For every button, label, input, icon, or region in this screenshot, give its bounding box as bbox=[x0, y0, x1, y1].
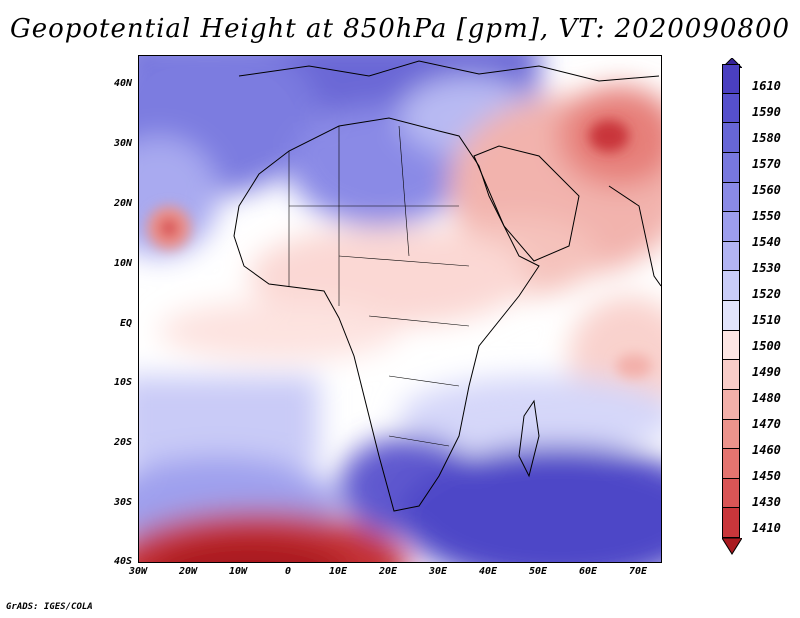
lon-tick: 30E bbox=[428, 566, 448, 577]
colorbar-label: 1530 bbox=[752, 261, 781, 275]
map-panel bbox=[138, 55, 662, 563]
lon-tick: 30W bbox=[128, 566, 148, 577]
lon-tick: 70E bbox=[628, 566, 648, 577]
colorbar-cell bbox=[722, 478, 740, 509]
colorbar-cell bbox=[722, 271, 740, 301]
colorbar-cell bbox=[722, 241, 740, 272]
colorbar-cell bbox=[722, 64, 740, 94]
colorbar-label: 1550 bbox=[752, 209, 781, 223]
colorbar-cell bbox=[722, 182, 740, 213]
colorbar-label: 1590 bbox=[752, 105, 781, 119]
colorbar-label: 1410 bbox=[752, 521, 781, 535]
country-borders bbox=[288, 125, 470, 447]
colorbar-label: 1520 bbox=[752, 287, 781, 301]
colorbar-cell bbox=[722, 419, 740, 450]
lon-tick: 10E bbox=[328, 566, 348, 577]
colorbar-cell bbox=[722, 212, 740, 242]
colorbar-label: 1430 bbox=[752, 495, 781, 509]
chart-title: Geopotential Height at 850hPa [gpm], VT:… bbox=[9, 14, 791, 44]
colorbar-cell bbox=[722, 389, 740, 420]
europe-coastline bbox=[238, 60, 660, 82]
geopotential-field bbox=[139, 56, 661, 562]
colorbar-cell bbox=[722, 123, 740, 153]
colorbar-label: 1610 bbox=[752, 79, 781, 93]
colorbar-bottom-arrow bbox=[722, 538, 742, 555]
lat-tick: EQ bbox=[119, 318, 132, 329]
lon-tick: 50E bbox=[528, 566, 548, 577]
lon-tick: 40E bbox=[478, 566, 498, 577]
arabia-coastline bbox=[473, 145, 580, 262]
india-coastline bbox=[608, 185, 661, 287]
lon-tick: 20E bbox=[378, 566, 398, 577]
madagascar-coastline bbox=[518, 399, 540, 478]
colorbar-label: 1540 bbox=[752, 235, 781, 249]
footer-credit: GrADS: IGES/COLA bbox=[6, 602, 93, 612]
lat-tick: 20S bbox=[113, 437, 132, 448]
colorbar-cell bbox=[722, 301, 740, 331]
colorbar-label: 1510 bbox=[752, 313, 781, 327]
colorbar-label: 1480 bbox=[752, 391, 781, 405]
lon-tick: 20W bbox=[178, 566, 198, 577]
colorbar-label: 1570 bbox=[752, 157, 781, 171]
lon-tick: 0 bbox=[284, 566, 292, 577]
colorbar-cell bbox=[722, 330, 740, 361]
colorbar-label: 1460 bbox=[752, 443, 781, 457]
lat-tick: 20N bbox=[113, 198, 132, 209]
colorbar-cell bbox=[722, 508, 740, 538]
colorbar-cell bbox=[722, 152, 740, 183]
colorbar bbox=[722, 64, 740, 538]
lon-tick: 60E bbox=[578, 566, 598, 577]
colorbar-label: 1580 bbox=[752, 131, 781, 145]
lat-tick: 30N bbox=[113, 138, 132, 149]
colorbar-cell bbox=[722, 360, 740, 390]
colorbar-label: 1470 bbox=[752, 417, 781, 431]
lat-tick: 40S bbox=[113, 556, 132, 567]
colorbar-cell bbox=[722, 449, 740, 479]
lat-tick: 40N bbox=[113, 78, 132, 89]
colorbar-cell bbox=[722, 93, 740, 124]
colorbar-label: 1560 bbox=[752, 183, 781, 197]
lon-tick: 10W bbox=[228, 566, 248, 577]
colorbar-label: 1500 bbox=[752, 339, 781, 353]
lat-tick: 10S bbox=[113, 377, 132, 388]
colorbar-label: 1490 bbox=[752, 365, 781, 379]
lat-tick: 30S bbox=[113, 497, 132, 508]
africa-coastline bbox=[233, 117, 540, 512]
colorbar-label: 1450 bbox=[752, 469, 781, 483]
lat-tick: 10N bbox=[113, 258, 132, 269]
